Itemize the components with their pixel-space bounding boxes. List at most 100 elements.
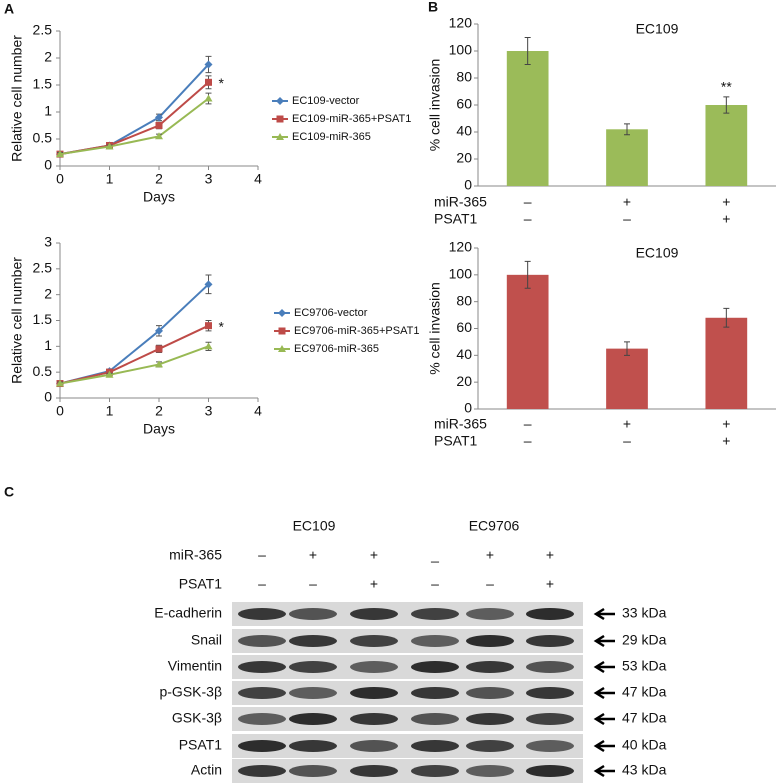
y-tick-label: 3 — [44, 234, 52, 250]
band — [289, 608, 337, 620]
condition-sign: + — [486, 547, 494, 563]
annotation: ** — [721, 79, 732, 95]
condition-sign: + — [722, 211, 730, 227]
y-tick-label: 2.5 — [33, 22, 53, 38]
panel-label: B — [428, 0, 438, 15]
band — [411, 687, 459, 699]
band — [238, 635, 286, 647]
row-label: p-GSK-3β — [159, 684, 222, 700]
series-line — [59, 97, 210, 156]
band — [350, 713, 398, 725]
legend-marker — [278, 345, 286, 352]
y-axis-label: % cell invasion — [427, 59, 443, 152]
annotation: * — [219, 75, 225, 91]
group-label: EC9706 — [469, 518, 520, 534]
condition-label: PSAT1 — [434, 211, 478, 227]
band — [411, 661, 459, 673]
legend-marker — [278, 309, 286, 317]
marker — [105, 142, 114, 150]
legend-marker — [276, 133, 284, 140]
marker — [155, 132, 163, 140]
band — [350, 687, 398, 699]
x-tick-label: 2 — [155, 171, 163, 187]
y-tick-label: 80 — [456, 69, 472, 85]
x-tick-label: 0 — [56, 403, 64, 419]
bar — [705, 105, 748, 186]
condition-sign: + — [370, 547, 378, 563]
condition-sign: – — [486, 576, 494, 592]
y-tick-label: 0.5 — [33, 130, 53, 146]
y-tick-label: 0 — [44, 389, 52, 405]
marker — [204, 342, 213, 350]
band — [466, 713, 514, 725]
band — [289, 713, 337, 725]
size-label: 47 kDa — [622, 710, 667, 726]
marker — [155, 345, 163, 353]
band — [350, 661, 398, 673]
marker — [155, 360, 163, 368]
condition-sign: + — [722, 416, 730, 432]
marker — [56, 150, 64, 158]
marker — [105, 370, 114, 378]
x-tick-label: 1 — [106, 403, 114, 419]
band — [466, 740, 514, 752]
band — [238, 740, 286, 752]
band — [238, 661, 286, 673]
row-label: Snail — [191, 632, 222, 648]
legend-label: EC9706-miR-365 — [294, 343, 379, 355]
legend-label: EC9706-miR-365+PSAT1 — [294, 325, 419, 337]
arrow — [593, 712, 615, 726]
condition-sign: + — [309, 547, 317, 563]
panel-label: A — [4, 1, 14, 17]
marker — [155, 122, 163, 129]
x-tick-label: 1 — [106, 171, 114, 187]
band — [238, 608, 286, 620]
y-tick-label: 2 — [44, 285, 52, 301]
condition-sign: – — [524, 416, 532, 432]
y-axis-label: % cell invasion — [427, 282, 443, 375]
y-axis-label: Relative cell number — [9, 257, 25, 384]
band — [526, 608, 574, 620]
legend-marker — [276, 115, 284, 123]
condition-sign: – — [309, 576, 317, 592]
size-label: 33 kDa — [622, 605, 667, 621]
marker — [155, 113, 163, 122]
bar — [506, 51, 549, 186]
legend-marker — [278, 327, 286, 335]
condition-sign: _ — [430, 547, 439, 563]
condition-sign: – — [431, 576, 439, 592]
band — [238, 713, 286, 725]
band — [289, 765, 337, 777]
y-tick-label: 60 — [456, 319, 472, 335]
condition-sign: + — [623, 194, 631, 210]
bar — [606, 348, 648, 409]
y-tick-label: 1 — [44, 337, 52, 353]
error-bar — [624, 341, 630, 356]
error-bar — [723, 307, 730, 328]
condition-sign: – — [258, 576, 266, 592]
band — [289, 635, 337, 647]
x-tick-label: 3 — [205, 403, 213, 419]
legend-marker — [276, 97, 284, 105]
y-tick-label: 0 — [464, 177, 472, 193]
band — [411, 608, 459, 620]
x-tick-label: 4 — [254, 403, 262, 419]
y-tick-label: 120 — [449, 239, 473, 255]
legend-label: EC109-miR-365 — [292, 131, 371, 143]
band — [289, 687, 337, 699]
condition-sign: – — [623, 211, 631, 227]
band — [238, 687, 286, 699]
error-bar — [723, 96, 730, 114]
band — [526, 713, 574, 725]
series-line — [59, 345, 209, 385]
band — [526, 661, 574, 673]
marker — [205, 78, 212, 86]
annotation: * — [219, 318, 225, 334]
band — [526, 635, 574, 647]
legend-label: EC109-miR-365+PSAT1 — [292, 113, 411, 125]
band — [289, 661, 337, 673]
condition-label: PSAT1 — [434, 433, 478, 449]
row-label: GSK-3β — [172, 710, 222, 726]
band — [466, 765, 514, 777]
